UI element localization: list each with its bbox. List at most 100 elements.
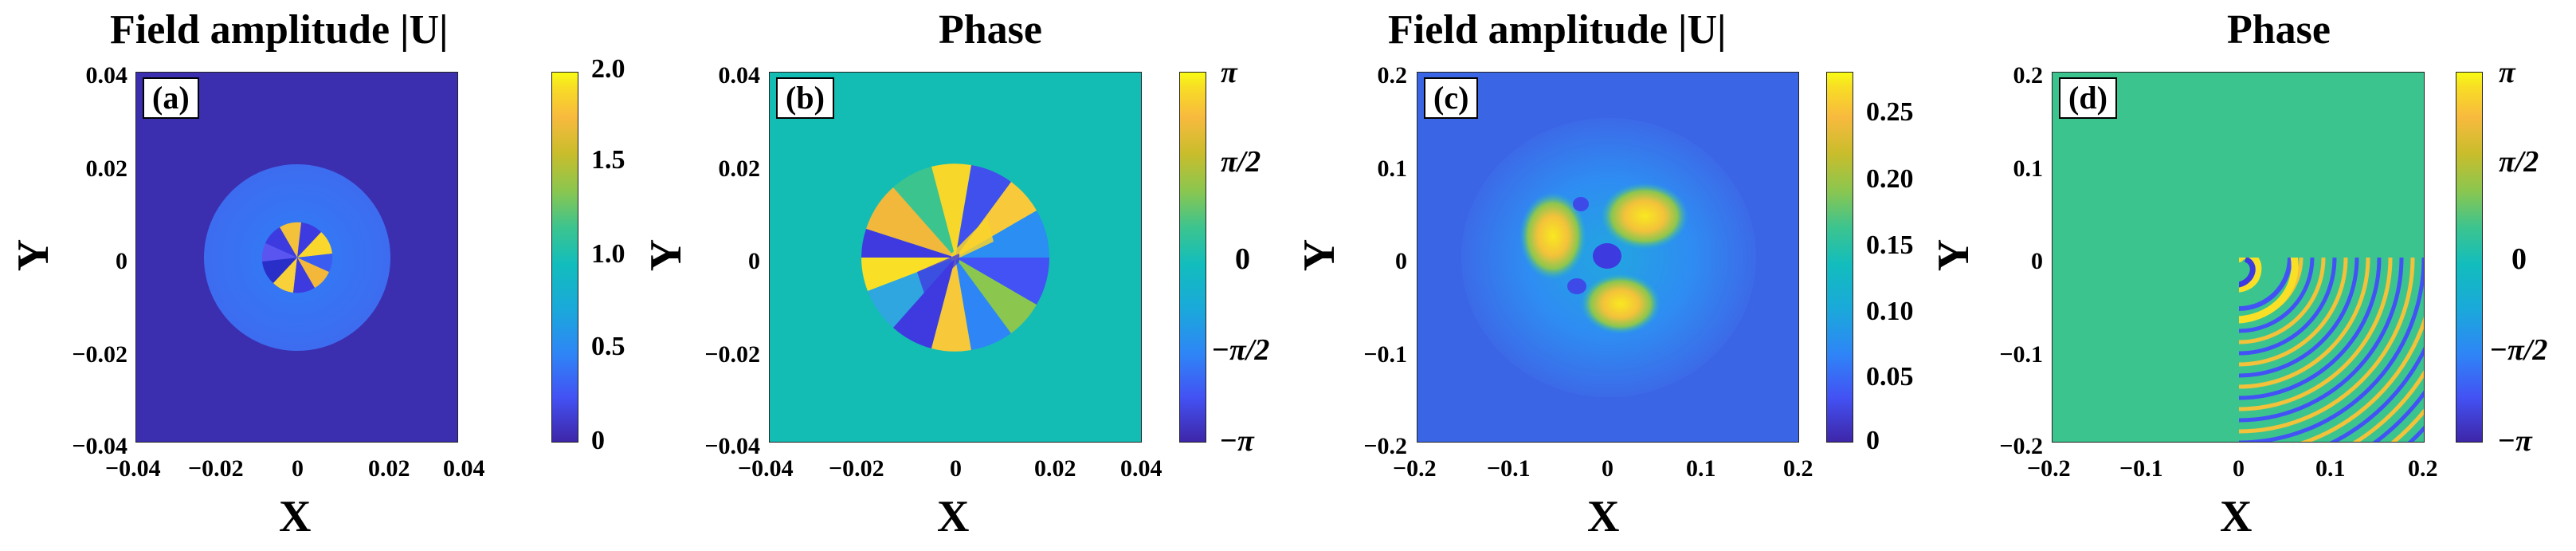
panel-a-xtick-1: −0.04: [105, 455, 161, 482]
panel-b-xtick-1: −0.04: [738, 455, 794, 482]
panel-b-plot: (b): [769, 72, 1142, 443]
panel-b-ctick-1: π: [1221, 56, 1237, 89]
panel-d-ytick-2: 0.1: [2013, 155, 2044, 182]
panel-d-ctick-5: −π: [2497, 424, 2532, 458]
panel-c-title: Field amplitude |U|: [1388, 7, 1727, 53]
panel-c-ctick-1: 0.25: [1866, 97, 1914, 127]
panel-c-ylabel: Y: [1295, 238, 1345, 272]
panel-b-ytick-5: −0.04: [704, 433, 760, 459]
panel-b-ctick-2: π/2: [1221, 145, 1261, 179]
panel-b-image: [861, 163, 1049, 352]
panel-a-xlabel: X: [279, 492, 312, 541]
panel-c-lobe-1: [1519, 192, 1586, 280]
panel-a-ctick-1: 2.0: [591, 54, 625, 84]
panel-b-xtick-4: 0.02: [1034, 455, 1076, 482]
panel-a-ytick-5: −0.04: [72, 433, 127, 459]
panel-d-ytick-5: −0.2: [1999, 433, 2043, 459]
panel-b-ctick-3: 0: [1235, 242, 1250, 276]
panel-b-ytick-3: 0: [748, 248, 760, 274]
panel-c-ctick-4: 0.10: [1866, 297, 1914, 326]
panel-c-ytick-3: 0: [1395, 248, 1407, 274]
panel-a-ctick-5: 0: [591, 426, 605, 455]
panel-c-ctick-3: 0.15: [1866, 230, 1914, 260]
panel-a-ctick-3: 1.0: [591, 239, 625, 269]
panel-b-xtick-2: −0.02: [829, 455, 884, 482]
panel-d-ytick-3: 0: [2031, 248, 2043, 274]
panel-a-xtick-5: 0.04: [443, 455, 485, 482]
panel-d-xtick-4: 0.1: [2315, 455, 2346, 482]
panel-c-ytick-5: −0.2: [1363, 433, 1407, 459]
panel-c-colorbar: [1826, 72, 1853, 443]
panel-b-ytick-2: 0.02: [718, 155, 761, 182]
panel-b-colorbar: [1179, 72, 1206, 443]
panel-b-label: (b): [776, 77, 834, 119]
panel-d-xtick-5: 0.2: [2408, 455, 2438, 482]
panel-a-plot: (a): [135, 72, 458, 443]
panel-b-ctick-5: −π: [1219, 424, 1254, 458]
panel-c-lobe-3: [1581, 274, 1660, 334]
panel-b-ytick-1: 0.04: [718, 62, 761, 89]
panel-d-ylabel: Y: [1929, 238, 1979, 272]
panel-b: Phase (b) 0.04 0.0: [637, 0, 1275, 551]
panel-a-vortex-core: [261, 222, 333, 293]
panel-c-dark-1: [1567, 278, 1586, 294]
panel-b-xtick-3: 0: [950, 455, 962, 482]
panel-a-xtick-2: −0.02: [188, 455, 244, 482]
panel-c-dark-2: [1573, 197, 1589, 211]
panel-d-ctick-2: π/2: [2499, 145, 2539, 179]
panel-d-ctick-1: π: [2499, 56, 2515, 89]
panel-c-xtick-4: 0.1: [1686, 455, 1716, 482]
panel-c-ytick-2: 0.1: [1377, 155, 1408, 182]
panel-c-xtick-1: −0.2: [1393, 455, 1437, 482]
panel-b-xlabel: X: [937, 492, 970, 541]
panel-a-image: [204, 164, 390, 351]
panel-b-title: Phase: [939, 7, 1042, 53]
panel-a-xtick-3: 0: [292, 455, 304, 482]
panel-a-ytick-1: 0.04: [85, 62, 128, 89]
panel-c-xlabel: X: [1587, 492, 1620, 541]
panel-d-colorbar: [2456, 72, 2483, 443]
panel-a-colorbar: [551, 72, 578, 443]
panel-d-ctick-4: −π/2: [2489, 333, 2548, 367]
panel-b-phase-disk: [861, 163, 1049, 352]
panel-b-ylabel: Y: [641, 238, 692, 272]
panel-d-ytick-1: 0.2: [2013, 62, 2044, 89]
panel-d-title: Phase: [2227, 7, 2331, 53]
panel-d-ctick-3: 0: [2511, 242, 2527, 276]
panel-d-plot: (d): [2052, 72, 2425, 443]
panel-a-xtick-4: 0.02: [368, 455, 410, 482]
panel-b-xtick-5: 0.04: [1120, 455, 1163, 482]
panel-d-spiral: [2239, 258, 2424, 442]
panel-c-ytick-4: −0.1: [1363, 341, 1407, 368]
panel-c-ytick-1: 0.2: [1377, 62, 1408, 89]
panel-a-ctick-2: 1.5: [591, 145, 625, 175]
panel-a: Field amplitude |U|: [0, 0, 637, 551]
panel-b-ytick-4: −0.02: [704, 341, 760, 368]
panel-d-xtick-2: −0.1: [2119, 455, 2163, 482]
panel-c-xtick-3: 0: [1602, 455, 1613, 482]
panel-a-label: (a): [143, 77, 199, 119]
panel-c-core: [1593, 243, 1621, 269]
panel-d-ytick-4: −0.1: [1999, 341, 2043, 368]
panel-d-image: [2053, 73, 2424, 442]
panel-d-xlabel: X: [2220, 492, 2253, 541]
panel-d-xtick-3: 0: [2233, 455, 2245, 482]
panel-a-ylabel: Y: [9, 238, 59, 272]
panel-c-lobe-2: [1601, 183, 1688, 250]
panel-c-ctick-6: 0: [1866, 426, 1880, 455]
panel-c: Field amplitude |U|: [1275, 0, 1936, 551]
panel-a-ctick-4: 0.5: [591, 332, 625, 361]
panel-b-ctick-4: −π/2: [1211, 333, 1270, 367]
panel-a-ytick-2: 0.02: [85, 155, 128, 182]
panel-c-plot: (c): [1417, 72, 1799, 443]
panel-c-xtick-5: 0.2: [1783, 455, 1813, 482]
panel-a-ytick-3: 0: [116, 248, 127, 274]
panel-c-ctick-2: 0.20: [1866, 164, 1914, 194]
panel-d-label: (d): [2059, 77, 2117, 119]
panel-a-ytick-4: −0.02: [72, 341, 127, 368]
panel-a-title: Field amplitude |U|: [110, 7, 449, 53]
panel-c-image: [1417, 73, 1798, 442]
panel-c-xtick-2: −0.1: [1487, 455, 1531, 482]
panel-c-ctick-5: 0.05: [1866, 362, 1914, 392]
panel-d-xtick-1: −0.2: [2027, 455, 2071, 482]
